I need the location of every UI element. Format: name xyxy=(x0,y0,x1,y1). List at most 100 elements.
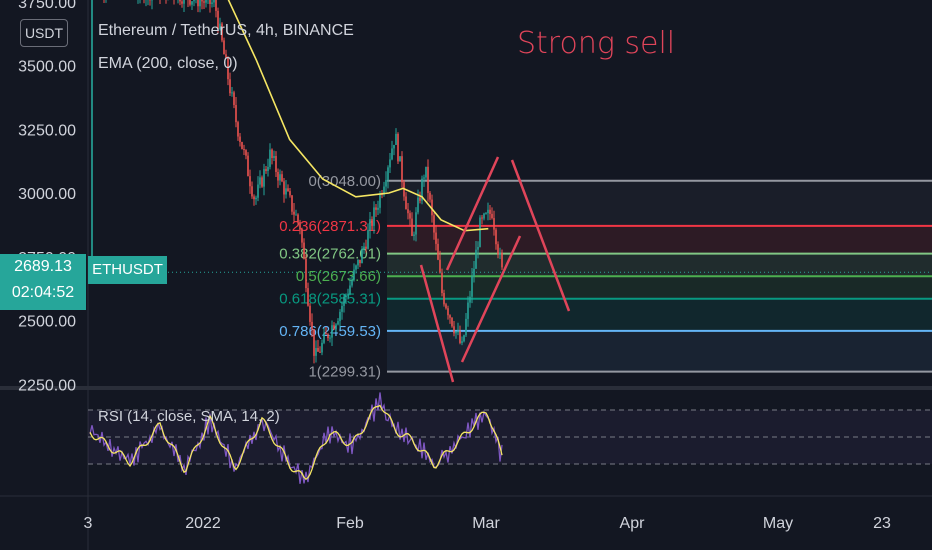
candle-body xyxy=(433,215,435,233)
candle-body xyxy=(353,269,355,280)
candle-body xyxy=(283,181,285,195)
candle-body xyxy=(247,155,249,177)
candle-body xyxy=(419,197,421,201)
candle-body xyxy=(479,217,481,247)
candle-body xyxy=(475,249,477,269)
fib-level-label: 0.5(2673.66) xyxy=(296,268,381,285)
candle-body xyxy=(197,0,199,7)
time-axis-tick: May xyxy=(763,515,793,532)
candle-body xyxy=(303,242,305,259)
candle-body xyxy=(217,10,219,30)
candle-body xyxy=(429,192,431,200)
candle-body xyxy=(295,214,297,216)
bar-countdown: 02:04:52 xyxy=(11,284,75,301)
candle-body xyxy=(439,259,441,273)
candle-body xyxy=(279,174,281,181)
last-price: 2689.13 xyxy=(14,258,72,275)
fib-level-label: 0.236(2871.31) xyxy=(279,218,381,235)
candle-body xyxy=(189,0,191,5)
candle-body xyxy=(491,213,493,219)
candle-body xyxy=(481,217,483,219)
candle-body xyxy=(463,335,465,342)
candle-body xyxy=(423,177,425,179)
candle-body xyxy=(239,136,241,142)
candle-body xyxy=(269,149,271,167)
candle-body xyxy=(473,268,475,277)
candle-body xyxy=(215,0,217,11)
candle-body xyxy=(313,329,315,356)
candle-body xyxy=(431,199,433,216)
candle-body xyxy=(371,219,373,226)
candle-body xyxy=(209,0,211,4)
candle-body xyxy=(325,333,327,335)
candle-body xyxy=(259,177,261,185)
candle-body xyxy=(241,141,243,149)
candle-body xyxy=(437,243,439,260)
candle-body xyxy=(255,197,257,200)
candle-body xyxy=(385,179,387,187)
candle-body xyxy=(373,207,375,226)
price-axis-tick: 2250.00 xyxy=(18,377,76,394)
candle-body xyxy=(465,318,467,336)
candle-body xyxy=(277,171,279,181)
candle-body xyxy=(387,167,389,180)
candle-body xyxy=(183,0,185,4)
price-axis-tick: 3250.00 xyxy=(18,122,76,139)
candle-body xyxy=(459,331,461,343)
symbol-tag: ETHUSDT xyxy=(88,256,167,284)
candle-body xyxy=(501,252,503,268)
currency-unit-button[interactable]: USDT xyxy=(20,19,68,47)
candle-body xyxy=(181,1,183,4)
pattern-line xyxy=(460,235,522,363)
candle-body xyxy=(443,292,445,305)
candle-body xyxy=(263,169,265,187)
candle-body xyxy=(485,213,487,215)
candle-body xyxy=(455,331,457,334)
candle-body xyxy=(409,213,411,219)
candle-body xyxy=(323,333,325,343)
chart-legend-title: Ethereum / TetherUS, 4h, BINANCE xyxy=(98,22,354,39)
candle-body xyxy=(203,1,205,3)
candle-body xyxy=(483,213,485,219)
candle-body xyxy=(391,148,393,160)
candle-body xyxy=(289,191,291,196)
candle-body xyxy=(211,2,213,4)
candle-body xyxy=(253,196,255,200)
candle-body xyxy=(449,315,451,318)
time-axis-tick: 2022 xyxy=(185,515,221,532)
candle-body xyxy=(421,178,423,201)
rsi-line xyxy=(89,392,503,484)
candle-body xyxy=(271,149,273,158)
rsi-legend[interactable]: RSI (14, close, SMA, 14, 2) xyxy=(98,408,280,425)
candle-body xyxy=(493,218,495,230)
candle-body xyxy=(291,195,293,212)
ema-legend[interactable]: EMA (200, close, 0) xyxy=(98,55,238,72)
candle-body xyxy=(357,259,359,266)
candle-body xyxy=(231,92,233,94)
candle-body xyxy=(469,296,471,303)
candle-body xyxy=(335,324,337,330)
candle-body xyxy=(281,174,283,182)
time-axis-tick: 23 xyxy=(873,515,891,532)
candle-body xyxy=(461,341,463,343)
candle-body xyxy=(355,265,357,270)
price-axis-tick: 3750.00 xyxy=(18,0,76,12)
candle-series xyxy=(89,0,503,364)
candle-body xyxy=(221,23,223,41)
time-axis-tick: Mar xyxy=(472,515,500,532)
candle-body xyxy=(237,122,239,137)
pattern-line xyxy=(445,156,500,271)
candle-body xyxy=(191,1,193,5)
candle-body xyxy=(375,207,377,210)
ema-200-line xyxy=(227,0,489,232)
time-axis-tick: Apr xyxy=(620,515,646,532)
candle-body xyxy=(457,331,459,333)
candle-body xyxy=(261,177,263,187)
candle-body xyxy=(317,347,319,352)
candle-body xyxy=(389,159,391,168)
candle-body xyxy=(363,246,365,249)
candle-body xyxy=(397,133,399,162)
candle-body xyxy=(331,325,333,338)
